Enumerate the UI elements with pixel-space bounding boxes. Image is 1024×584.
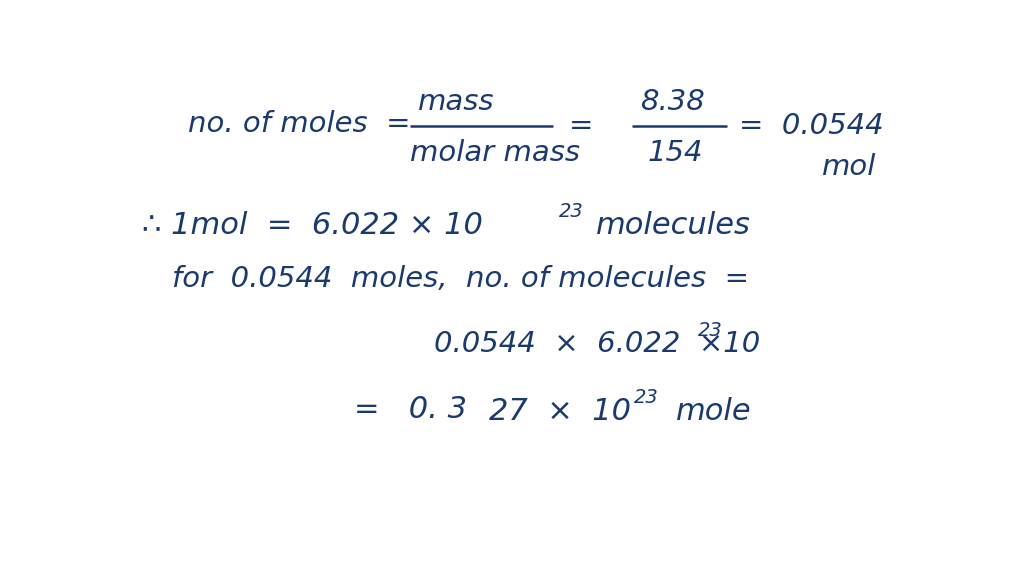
Text: 0.0544  ×  6.022  ×10: 0.0544 × 6.022 ×10 xyxy=(433,331,760,359)
Text: mol: mol xyxy=(822,153,877,181)
Text: molar mass: molar mass xyxy=(410,139,580,167)
Text: no. of moles  =: no. of moles = xyxy=(187,110,410,138)
Text: mole: mole xyxy=(676,397,752,426)
Text: mass: mass xyxy=(418,88,495,116)
Text: =: = xyxy=(568,112,593,140)
Text: molecules: molecules xyxy=(596,211,751,239)
Text: for  0.0544  moles,  no. of molecules  =: for 0.0544 moles, no. of molecules = xyxy=(172,265,749,293)
Text: 23: 23 xyxy=(559,202,584,221)
Text: =  0.0544: = 0.0544 xyxy=(739,112,884,140)
Text: =   0. 3: = 0. 3 xyxy=(354,395,467,424)
Text: 8.38: 8.38 xyxy=(640,88,705,116)
Text: 23: 23 xyxy=(697,321,723,340)
Text: 27  ×  10: 27 × 10 xyxy=(489,397,631,426)
Text: 23: 23 xyxy=(634,388,659,407)
Text: ∴ 1mol  =  6.022 × 10: ∴ 1mol = 6.022 × 10 xyxy=(142,211,483,239)
Text: 154: 154 xyxy=(648,139,703,167)
